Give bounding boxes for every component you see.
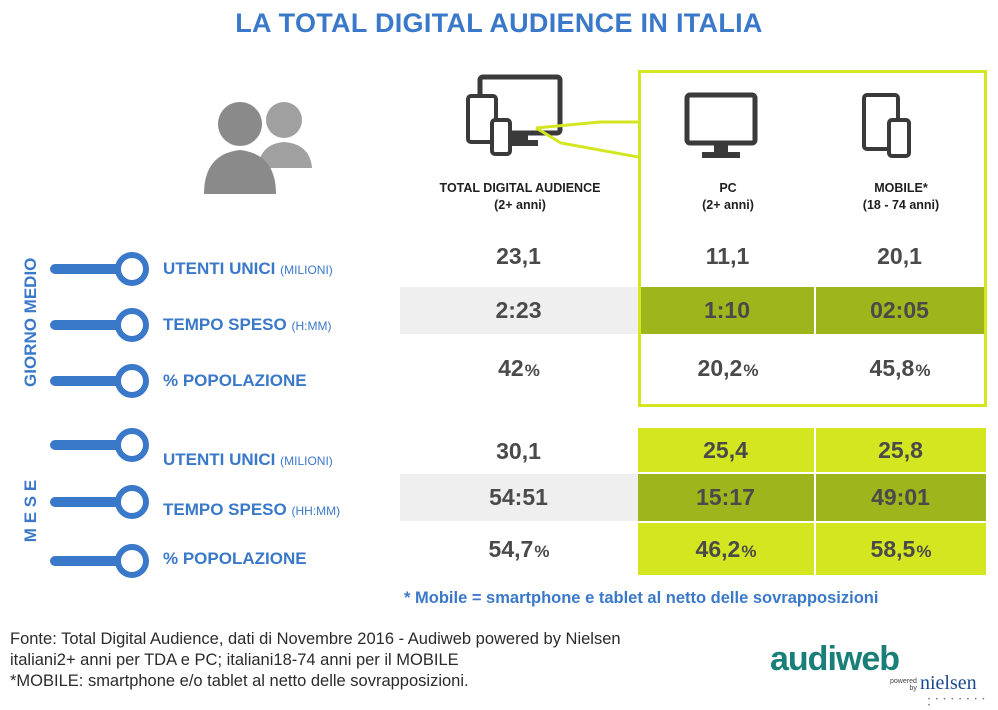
pc-mobile-frame <box>638 70 987 407</box>
row-connector-line <box>50 556 134 566</box>
row-circle-marker <box>115 364 149 398</box>
value-cell-tda: 30,1 <box>496 437 541 464</box>
page-title: LA TOTAL DIGITAL AUDIENCE IN ITALIA <box>235 8 763 38</box>
value-cell-mobile: 25,8 <box>816 428 986 472</box>
row-connector-line <box>50 320 134 330</box>
column-subtitle: (18 - 74 anni) <box>862 198 940 212</box>
value-cell-pc: 15:17 <box>638 474 814 521</box>
source-note: Fonte: Total Digital Audience, dati di N… <box>10 629 621 692</box>
value-cell-mobile: 49:01 <box>816 474 986 521</box>
column-title: MOBILE* <box>874 181 928 195</box>
value-cell-pc: 46,2% <box>638 523 814 575</box>
row-circle-marker <box>115 428 149 462</box>
row-circle-marker <box>115 544 149 578</box>
row-label: TEMPO SPESO (H:MM) <box>163 315 332 334</box>
column-title: TOTAL DIGITAL AUDIENCE <box>439 181 601 195</box>
row-connector-line <box>50 497 134 507</box>
column-subtitle: (2+ anni) <box>702 198 754 212</box>
column-header-mobile: MOBILE* (18 - 74 anni) <box>816 180 986 214</box>
section-label-giorno-medio: GIORNO MEDIO <box>21 257 40 387</box>
value-cell-tda: 23,1 <box>496 242 541 269</box>
value-cell-pc: 25,4 <box>638 428 814 472</box>
value-cell-tda: 2:23 <box>400 287 638 334</box>
value-cell-mobile: 45,8% <box>869 354 931 381</box>
value-cell-mobile: 20,1 <box>877 242 922 269</box>
value-cell-tda: 42% <box>498 354 540 381</box>
column-subtitle: (2+ anni) <box>494 198 546 212</box>
column-title: PC <box>719 181 737 195</box>
people-icon <box>204 102 312 194</box>
nielsen-wordmark: nielsen <box>920 672 977 694</box>
value-cell-pc: 20,2% <box>697 354 759 381</box>
row-label: TEMPO SPESO (HH:MM) <box>163 500 341 519</box>
audiweb-nielsen-logo: audiweb powered by nielsen • • • • • • •… <box>770 640 994 709</box>
row-label: % POPOLAZIONE <box>163 371 307 390</box>
section-label-mese: M E S E <box>21 479 40 543</box>
row-circle-marker <box>115 485 149 519</box>
row-label: UTENTI UNICI (MILIONI) <box>163 450 333 469</box>
nielsen-dots: • • • • • • • • • <box>928 697 987 709</box>
row-connector-line <box>50 440 134 450</box>
value-cell-mobile: 58,5% <box>816 523 986 575</box>
row-label: UTENTI UNICI (MILIONI) <box>163 259 333 278</box>
value-cell-mobile: 02:05 <box>816 287 984 334</box>
value-cell-pc: 11,1 <box>705 242 750 269</box>
audiweb-wordmark: audiweb <box>770 640 900 678</box>
source-line: *MOBILE: smartphone e/o tablet al netto … <box>10 672 469 690</box>
value-cell-pc: 1:10 <box>641 287 814 334</box>
row-circle-marker <box>115 252 149 286</box>
column-header-pc: PC (2+ anni) <box>640 180 816 214</box>
phone-tablet-icon <box>862 93 911 158</box>
row-circle-marker <box>115 308 149 342</box>
row-connector-line <box>50 264 134 274</box>
row-connector-line <box>50 376 134 386</box>
source-line: italiani2+ anni per TDA e PC; italiani18… <box>10 651 459 669</box>
row-label: % POPOLAZIONE <box>163 549 307 568</box>
multi-device-icon <box>466 74 563 156</box>
value-cell-tda: 54:51 <box>400 474 638 521</box>
mobile-footnote: * Mobile = smartphone e tablet al netto … <box>404 589 879 607</box>
desktop-monitor-icon <box>684 92 758 158</box>
powered-by-text: powered by <box>890 678 917 692</box>
value-cell-tda: 54,7% <box>488 535 550 562</box>
column-header-tda: TOTAL DIGITAL AUDIENCE (2+ anni) <box>410 180 630 214</box>
source-line: Fonte: Total Digital Audience, dati di N… <box>10 630 621 648</box>
